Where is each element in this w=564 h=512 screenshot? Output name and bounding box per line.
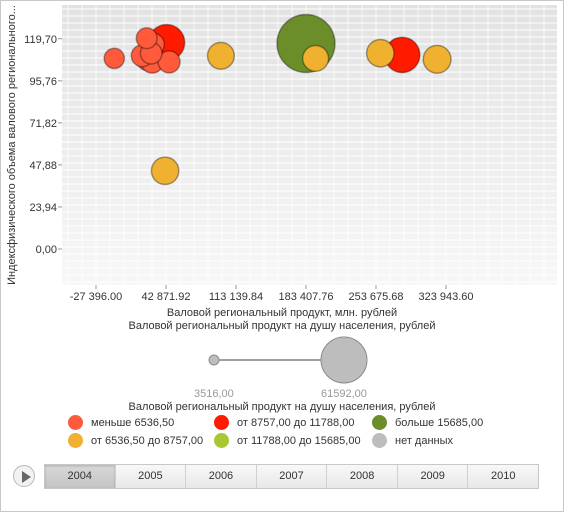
bubble[interactable] xyxy=(150,156,180,186)
size-legend-min-bubble xyxy=(208,354,220,366)
y-tick-label: 71,82 xyxy=(29,118,57,130)
bubble[interactable] xyxy=(422,44,452,74)
play-button[interactable] xyxy=(13,465,35,487)
timeline: 2004 2005 2006 2007 2008 2009 2010 xyxy=(44,464,539,489)
legend-item-no-data: нет данных xyxy=(372,433,453,448)
size-legend-max-bubble xyxy=(320,336,368,384)
y-tick-label: 119,70 xyxy=(24,34,57,46)
size-legend-min-label: 3516,00 xyxy=(194,388,234,400)
legend-label: нет данных xyxy=(395,434,454,447)
timeline-year-2009[interactable]: 2009 xyxy=(396,465,468,488)
legend-dot xyxy=(372,433,387,448)
x-axis-title: Валовой региональный продукт, млн. рубле… xyxy=(166,307,398,319)
legend-dot xyxy=(214,433,229,448)
y-tick-label: 47,88 xyxy=(29,160,57,172)
timeline-year-2007[interactable]: 2007 xyxy=(255,465,327,488)
bubble[interactable] xyxy=(206,41,236,70)
timeline-year-2004[interactable]: 2004 xyxy=(45,465,115,488)
color-legend-title: Валовой региональный продукт на душу нас… xyxy=(128,401,436,413)
bubble[interactable] xyxy=(157,50,181,74)
legend-label: от 6536,50 до 8757,00 xyxy=(91,434,204,447)
timeline-year-2005[interactable]: 2005 xyxy=(114,465,186,488)
legend-label: от 8757,00 до 11788,00 xyxy=(237,416,355,429)
timeline-year-2008[interactable]: 2008 xyxy=(326,465,397,488)
legend-item-less-6536: меньше 6536,50 xyxy=(68,415,174,430)
y-tick-label: 0,00 xyxy=(36,244,57,256)
y-tick-label: 23,94 xyxy=(29,202,57,214)
bubble[interactable] xyxy=(103,47,126,70)
legend-dot xyxy=(372,415,387,430)
x-tick-label: 183 407,76 xyxy=(278,291,333,300)
bubble[interactable] xyxy=(301,44,330,73)
timeline-year-2006[interactable]: 2006 xyxy=(185,465,256,488)
legend-dot xyxy=(214,415,229,430)
legend-item-11788-15685: от 11788,00 до 15685,00 xyxy=(214,433,361,448)
bubble-chart: 0,00 23,94 47,88 71,82 95,76 119,70 -27 396,00… xyxy=(6,5,557,300)
legend-item-8757-11788: от 8757,00 до 11788,00 xyxy=(214,415,354,430)
legend-label: больше 15685,00 xyxy=(395,416,484,429)
y-axis-title: Индексфизического объема валового регион… xyxy=(6,5,18,285)
play-icon xyxy=(22,471,31,483)
x-tick-label: 113 139,84 xyxy=(209,291,263,300)
x-tick-label: 323 943,60 xyxy=(418,291,473,300)
legend-label: от 11788,00 до 15685,00 xyxy=(237,434,361,447)
timeline-year-2010[interactable]: 2010 xyxy=(467,465,538,488)
legend-item-6536-8757: от 6536,50 до 8757,00 xyxy=(68,433,203,448)
size-legend-title: Валовой региональный продукт на душу нас… xyxy=(128,320,436,332)
legend-dot xyxy=(68,415,83,430)
size-legend xyxy=(208,336,368,384)
bubble[interactable] xyxy=(135,27,158,50)
legend-label: меньше 6536,50 xyxy=(91,416,175,429)
x-tick-label: -27 396,00 xyxy=(70,291,123,300)
y-tick-label: 95,76 xyxy=(29,76,57,88)
x-tick-label: 42 871,92 xyxy=(142,291,191,300)
legend-dot xyxy=(68,433,83,448)
bubble[interactable] xyxy=(365,38,395,68)
bubbles xyxy=(103,13,452,186)
x-tick-label: 253 675,68 xyxy=(348,291,403,300)
size-legend-max-label: 61592,00 xyxy=(321,388,367,400)
legend-item-more-15685: больше 15685,00 xyxy=(372,415,483,430)
axis-ticks: 0,00 23,94 47,88 71,82 95,76 119,70 -27 396,00… xyxy=(24,34,473,300)
